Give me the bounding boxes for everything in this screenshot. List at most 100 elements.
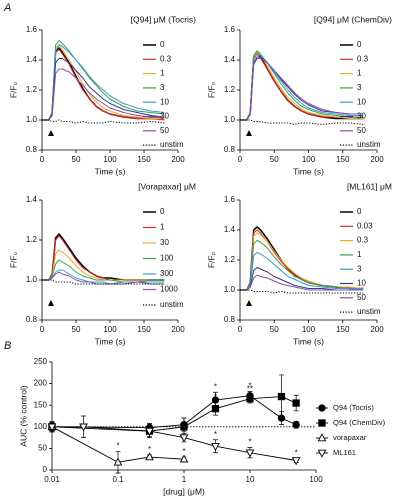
series-line: [52, 426, 297, 461]
significance-label: *: [182, 447, 185, 456]
series-line: [42, 68, 165, 121]
legend-label: Q94 (Tocris): [333, 403, 374, 412]
marker: [211, 442, 220, 451]
y-tick-label: 1.0: [224, 285, 236, 294]
legend-label: 1: [160, 69, 165, 78]
legend-label: unstim: [357, 140, 381, 149]
significance-label: *: [248, 438, 251, 447]
stimulus-marker: [246, 300, 252, 306]
series-line: [42, 44, 165, 121]
legend-label: 100: [160, 254, 174, 263]
legend-label: 0.3: [357, 236, 369, 245]
series-line: [240, 240, 364, 291]
legend-label: 0.03: [357, 221, 373, 230]
significance-label: **: [247, 385, 253, 394]
marker: [317, 449, 327, 458]
series-line: [240, 267, 364, 291]
stimulus-marker: [48, 300, 54, 306]
x-tick-label: 50: [72, 155, 81, 164]
chart-title: [ML161] μM: [347, 181, 392, 191]
legend-label: unstim: [357, 307, 381, 316]
stimulus-marker: [246, 130, 252, 136]
y-tick-label: 0.8: [224, 315, 236, 324]
legend-label: 1: [357, 250, 362, 259]
x-tick-label: 0: [40, 155, 45, 164]
x-tick-label: 100: [103, 325, 117, 334]
chart-title: [Vorapaxar] μM: [138, 181, 196, 191]
y-tick-label: 1.4: [26, 55, 38, 64]
series-line: [240, 119, 364, 125]
y-tick-label: 1.2: [224, 85, 236, 94]
x-tick-label: 150: [336, 325, 350, 334]
x-tick-label: 1: [182, 475, 187, 484]
series-line: [240, 289, 364, 294]
series-line: [240, 58, 364, 121]
significance-label: *: [148, 445, 151, 454]
legend-label: 50: [357, 126, 366, 135]
series-line: [240, 53, 364, 121]
chart-title: [Q94] μM (Tocris): [131, 14, 197, 24]
x-tick-label: 200: [370, 325, 384, 334]
legend-label: 10: [357, 97, 366, 106]
legend-label: 3: [160, 83, 165, 92]
y-tick-label: 1.2: [26, 235, 38, 244]
significance-label: *: [116, 442, 119, 451]
legend-label: 0: [357, 40, 362, 49]
series-line: [51, 426, 185, 463]
legend-label: 1000: [160, 285, 178, 294]
y-axis-label: F/F₀: [206, 251, 216, 268]
y-tick-label: 1.2: [26, 85, 38, 94]
series-line: [42, 269, 165, 285]
significance-label: *: [182, 423, 185, 432]
series-line: [51, 395, 297, 429]
marker: [145, 427, 154, 436]
legend-label: 0: [160, 207, 165, 216]
x-tick-label: 200: [370, 155, 384, 164]
x-tick-label: 150: [137, 155, 151, 164]
x-tick-label: 0.01: [44, 475, 60, 484]
x-tick-label: 150: [137, 325, 151, 334]
legend-label: unstim: [160, 300, 184, 309]
y-tick-label: 150: [34, 400, 48, 409]
marker: [318, 404, 326, 412]
y-tick-label: 1.4: [224, 225, 236, 234]
marker: [317, 433, 327, 442]
x-tick-label: 50: [270, 325, 279, 334]
legend-label: 0: [357, 207, 362, 216]
y-axis-label: F/F₀: [8, 251, 18, 268]
y-tick-label: 0: [43, 465, 48, 474]
series-line: [42, 279, 165, 285]
legend-label: 0.3: [357, 54, 369, 63]
marker: [277, 392, 286, 401]
panel-label: A: [3, 2, 11, 14]
significance-label: *: [214, 382, 217, 391]
series-line: [240, 52, 364, 121]
legend-label: 3: [357, 83, 362, 92]
series-line: [42, 49, 165, 121]
x-tick-label: 0: [238, 325, 243, 334]
y-tick-label: 0.8: [26, 315, 38, 324]
legend-label: 1: [357, 69, 362, 78]
marker: [179, 454, 189, 463]
legend-label: ML161: [333, 448, 356, 457]
legend-label: vorapaxar: [333, 433, 367, 442]
significance-label: *: [214, 430, 217, 439]
series-line: [42, 58, 165, 121]
legend-label: 50: [160, 126, 169, 135]
legend-label: 3: [357, 264, 362, 273]
legend-label: 0: [160, 40, 165, 49]
x-tick-label: 100: [103, 155, 117, 164]
marker: [291, 457, 301, 466]
marker: [47, 423, 57, 432]
y-tick-label: 1.4: [224, 55, 236, 64]
x-tick-label: 200: [171, 325, 185, 334]
y-tick-label: 1.2: [224, 255, 236, 264]
x-tick-label: 0: [40, 325, 45, 334]
y-tick-label: 0.8: [224, 145, 236, 154]
x-axis-label: [drug] (μM): [163, 486, 205, 496]
marker: [292, 420, 300, 429]
x-tick-label: 100: [309, 475, 323, 484]
y-tick-label: 50: [38, 444, 47, 453]
chart-title: [Q94] μM (ChemDiv): [314, 14, 392, 24]
marker: [211, 405, 220, 413]
